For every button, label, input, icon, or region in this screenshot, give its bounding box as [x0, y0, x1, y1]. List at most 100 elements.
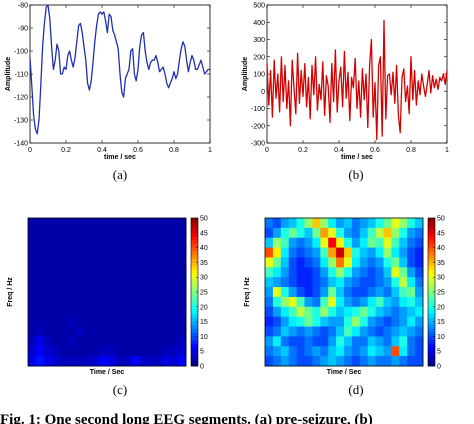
- heatmap-cell: [296, 326, 305, 337]
- heatmap-cell: [391, 356, 400, 367]
- heatmap-cell: [162, 316, 171, 327]
- x-tick-label: 0.2: [61, 147, 71, 154]
- heatmap-cell: [107, 287, 116, 298]
- colorbar-segment: [191, 247, 198, 252]
- heatmap-cell: [351, 277, 361, 288]
- heatmap-cell: [107, 336, 116, 347]
- heatmap-cell: [296, 306, 305, 318]
- heatmap-cell: [383, 336, 392, 347]
- heatmap-cell: [138, 267, 147, 278]
- colorbar-tick-label: 10: [200, 334, 208, 341]
- heatmap-cell: [122, 336, 132, 347]
- heatmap-cell: [399, 326, 408, 337]
- heatmap-cell: [99, 336, 108, 347]
- colorbar-tick-label: 40: [200, 245, 208, 252]
- heatmap-cell: [367, 306, 376, 318]
- heatmap-cell: [170, 356, 179, 367]
- heatmap-cell: [99, 267, 108, 278]
- heatmap-cell: [272, 356, 282, 367]
- heatmap-cell: [336, 237, 345, 248]
- heatmap-cell: [351, 356, 361, 367]
- heatmap-cell: [336, 257, 345, 268]
- colorbar-segment: [428, 343, 435, 348]
- heatmap-cell: [178, 287, 187, 298]
- heatmap-cell: [399, 237, 408, 248]
- heatmap-cell: [75, 316, 84, 327]
- colorbar-segment: [191, 295, 198, 300]
- heatmap-cell: [344, 316, 353, 327]
- heatmap-cell: [154, 306, 163, 318]
- heatmap-cell: [51, 267, 60, 278]
- heatmap-cell: [328, 287, 337, 298]
- heatmap-cell: [328, 267, 337, 278]
- heatmap-cell: [154, 326, 163, 337]
- colorbar-segment: [191, 314, 198, 319]
- heatmap-cell: [28, 306, 37, 318]
- heatmap-cell: [344, 306, 353, 318]
- heatmap-cell: [399, 296, 408, 308]
- plot-frame: [264, 217, 424, 367]
- heatmap-cell: [43, 257, 53, 268]
- heatmap-cell: [170, 237, 179, 248]
- heatmap-cell: [162, 247, 171, 258]
- heatmap-cell: [114, 247, 124, 258]
- colorbar-tick-label: 50: [200, 216, 208, 223]
- heatmap-cell: [367, 336, 376, 347]
- heatmap-cell: [280, 316, 290, 327]
- heatmap-cell: [415, 316, 424, 327]
- heatmap-cell: [178, 257, 187, 268]
- colorbar-tick-label: 5: [200, 349, 204, 356]
- colorbar-tick-label: 0: [437, 364, 441, 371]
- heatmap-cell: [328, 277, 337, 288]
- heatmap-cell: [130, 237, 139, 248]
- heatmap-cell: [272, 306, 282, 318]
- figure-caption: Fig. 1: One second long EEG segments. (a…: [0, 412, 373, 424]
- heatmap-cell: [154, 336, 163, 347]
- heatmap-cell: [328, 316, 337, 327]
- heatmap-cell: [407, 336, 416, 347]
- heatmap-cell: [328, 336, 337, 347]
- heatmap-cell: [415, 306, 424, 318]
- heatmap-cell: [359, 336, 369, 347]
- heatmap-cell: [312, 356, 321, 367]
- heatmap-cell: [107, 247, 116, 258]
- heatmap-cell: [154, 227, 163, 239]
- colorbar-tick-label: 25: [200, 290, 208, 297]
- heatmap-cell: [312, 277, 321, 288]
- heatmap-cell: [83, 316, 92, 327]
- heatmap-cell: [122, 346, 132, 357]
- heatmap-cell: [359, 316, 369, 327]
- heatmap-cell: [83, 326, 92, 337]
- colorbar-segment: [191, 266, 198, 271]
- heatmap-cell: [375, 237, 384, 248]
- heatmap-cell: [280, 336, 290, 347]
- heatmap-cell: [336, 316, 345, 327]
- heatmap-cell: [51, 356, 60, 367]
- heatmap-cell: [359, 257, 369, 268]
- heatmap-cell: [320, 237, 329, 248]
- y-tick-label: 300: [253, 37, 265, 44]
- heatmap-cell: [28, 227, 37, 239]
- x-tick-label: 1: [445, 147, 449, 154]
- heatmap-cell: [296, 227, 305, 239]
- heatmap-cell: [359, 346, 369, 357]
- heatmap-cell: [367, 287, 376, 298]
- heatmap-cell: [288, 296, 297, 308]
- heatmap-cell: [288, 277, 297, 288]
- heatmap-cell: [138, 227, 147, 239]
- heatmap-cell: [130, 277, 139, 288]
- heatmap-cell: [43, 277, 53, 288]
- colorbar-segment: [428, 325, 435, 330]
- heatmap-cell: [375, 336, 384, 347]
- heatmap-cell: [391, 287, 400, 298]
- heatmap-cell: [328, 296, 337, 308]
- heatmap-cell: [99, 356, 108, 367]
- heatmap-cell: [304, 257, 313, 268]
- heatmap-cell: [344, 336, 353, 347]
- heatmap-cell: [288, 287, 297, 298]
- heatmap-cell: [28, 316, 37, 327]
- heatmap-cell: [359, 287, 369, 298]
- heatmap-cell: [391, 227, 400, 239]
- heatmap-cell: [35, 218, 45, 229]
